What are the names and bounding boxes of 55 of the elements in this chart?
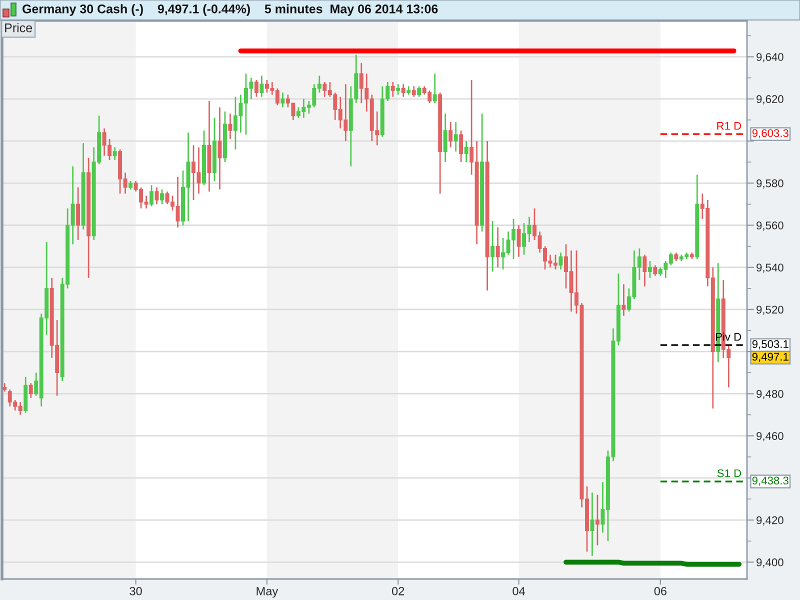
candlestick xyxy=(390,81,395,98)
candlestick xyxy=(401,83,406,98)
y-tick-label: 9,420 xyxy=(756,516,784,526)
series-label: R1 D xyxy=(717,122,742,130)
candlestick xyxy=(454,121,458,152)
y-tick-label: 9,460 xyxy=(756,432,784,442)
chart-title: Germany 30 Cash (-) 9,497.1 (-0.44%) 5 minutes May 06 2014 13:06 xyxy=(22,4,438,16)
candlestick xyxy=(642,254,647,288)
candlestick xyxy=(280,92,285,108)
y-tick-label: 9,640 xyxy=(756,53,784,62)
series-label: S1 D xyxy=(717,469,742,478)
x-tick-label: 30 xyxy=(130,586,142,596)
x-tick-label: 06 xyxy=(654,586,666,596)
candlestick xyxy=(448,121,453,148)
y-axis-title: Price xyxy=(5,23,32,32)
y-tick-label: 9,580 xyxy=(756,179,784,189)
candlestick xyxy=(516,224,521,258)
candlestick xyxy=(590,492,594,557)
y-tick-label: 9,480 xyxy=(756,390,784,400)
series-label: Piv D xyxy=(716,332,742,341)
candlestick xyxy=(490,220,495,272)
candlestick xyxy=(254,79,258,98)
candlestick xyxy=(459,130,464,163)
candlestick xyxy=(160,188,164,205)
candlestick xyxy=(28,382,33,399)
candlestick xyxy=(432,72,437,104)
candlestick xyxy=(443,112,448,163)
candlestick xyxy=(496,226,500,268)
y-tick-label: 9,620 xyxy=(756,95,784,104)
data-label: 9,603.3 xyxy=(752,129,788,138)
y-tick-label: 9,560 xyxy=(756,222,784,231)
candlestick xyxy=(154,186,159,205)
candlestick xyxy=(396,83,400,96)
data-label: 9,503.1 xyxy=(752,340,788,350)
candlestick xyxy=(76,186,80,241)
candlestick xyxy=(112,146,117,161)
candlestick xyxy=(648,260,652,279)
candlestick xyxy=(653,264,658,276)
y-tick-label: 9,400 xyxy=(756,558,784,568)
y-tick-label: 9,540 xyxy=(756,264,784,273)
candlestick xyxy=(464,140,468,163)
y-tick-label: 9,520 xyxy=(756,306,784,315)
candlestick xyxy=(260,75,264,98)
candlestick xyxy=(218,106,222,190)
candlestick xyxy=(412,86,416,98)
candlestick xyxy=(228,112,232,140)
candlestick xyxy=(595,494,600,546)
candlestick xyxy=(150,184,154,207)
candlestick xyxy=(622,284,626,316)
x-tick-label: 04 xyxy=(512,586,525,596)
data-label: 9,438.3 xyxy=(752,476,788,486)
text: 9,497.1 xyxy=(752,352,788,362)
x-tick-label: May xyxy=(256,587,278,598)
x-tick-label: 02 xyxy=(392,586,404,596)
candlestick xyxy=(417,86,422,98)
